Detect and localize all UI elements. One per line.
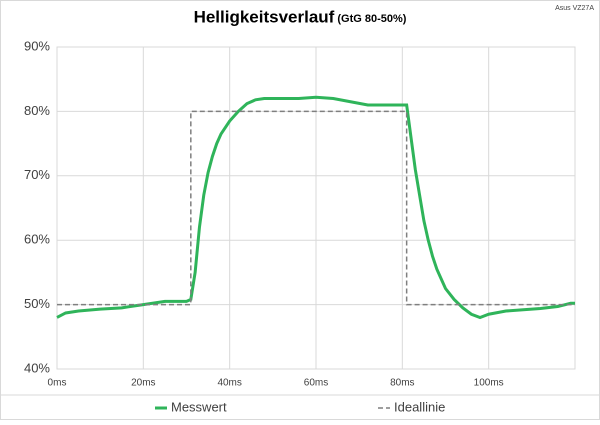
chart-title: Helligkeitsverlauf bbox=[194, 7, 335, 26]
series-line bbox=[56, 95, 575, 320]
x-tick-label: 0ms bbox=[48, 378, 67, 389]
x-tick-label: 100ms bbox=[474, 378, 504, 389]
y-tick-label: 40% bbox=[24, 360, 50, 375]
x-tick-label: 20ms bbox=[131, 378, 155, 389]
series-line bbox=[57, 110, 575, 306]
legend-label: Ideallinie bbox=[394, 399, 445, 414]
y-tick-label: 70% bbox=[24, 167, 50, 182]
y-tick-label: 60% bbox=[24, 232, 50, 247]
x-tick-label: 60ms bbox=[304, 378, 328, 389]
x-tick-label: 80ms bbox=[390, 378, 414, 389]
y-tick-label: 90% bbox=[24, 38, 50, 53]
y-tick-label: 50% bbox=[24, 296, 50, 311]
y-tick-label: 80% bbox=[24, 103, 50, 118]
legend-label: Messwert bbox=[171, 399, 227, 414]
x-tick-label: 40ms bbox=[217, 378, 241, 389]
annotation: Asus VZ27A bbox=[555, 5, 594, 12]
chart-subtitle: (GtG 80-50%) bbox=[337, 13, 406, 25]
plot-border bbox=[56, 46, 576, 370]
